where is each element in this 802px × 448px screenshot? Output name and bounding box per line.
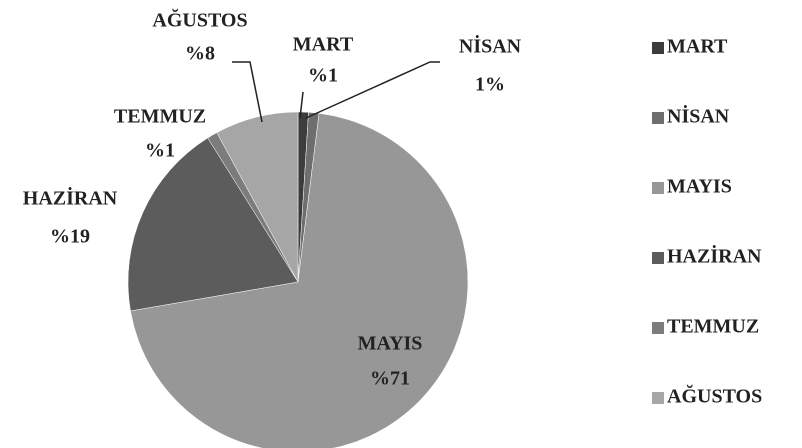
legend-label: HAZİRAN <box>667 244 762 268</box>
data-label-value: %19 <box>50 226 90 248</box>
legend-swatch <box>652 42 664 54</box>
leader-line <box>232 61 263 123</box>
leader-line <box>299 91 304 119</box>
leader-line <box>305 61 440 119</box>
data-label-name: MART <box>293 34 354 56</box>
data-label-name: NİSAN <box>459 34 522 58</box>
legend-swatch <box>652 252 664 264</box>
data-label-value: %1 <box>145 140 175 162</box>
legend-swatch <box>652 112 664 124</box>
pie-slice <box>216 111 299 283</box>
legend-label: NİSAN <box>667 104 730 128</box>
data-label-name: HAZİRAN <box>23 186 118 210</box>
legend-label: TEMMUZ <box>667 316 759 338</box>
legend-label: AĞUSTOS <box>667 384 762 408</box>
legend-swatch <box>652 322 664 334</box>
legend-swatch <box>652 182 664 194</box>
legend-swatch <box>652 392 664 404</box>
data-label-name: TEMMUZ <box>114 106 206 128</box>
data-label-name: AĞUSTOS <box>152 8 247 32</box>
legend-label: MAYIS <box>667 176 732 198</box>
data-label-value: %1 <box>308 65 338 87</box>
pie-slice <box>127 137 299 312</box>
data-label-value: %71 <box>370 368 410 390</box>
data-label-name: MAYIS <box>358 333 423 355</box>
data-label-value: 1% <box>475 74 505 96</box>
data-label-value: %8 <box>185 43 215 65</box>
legend-label: MART <box>667 36 728 58</box>
pie-slice <box>130 113 469 448</box>
